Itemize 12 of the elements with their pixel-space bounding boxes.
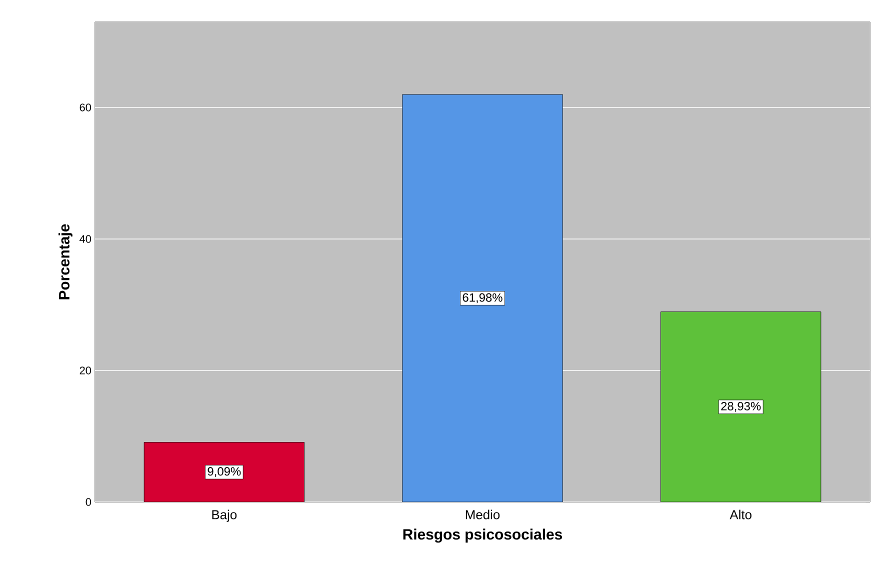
y-tick-label: 0 bbox=[86, 498, 92, 506]
y-tick-label: 40 bbox=[80, 235, 92, 243]
data-label: 61,98% bbox=[462, 293, 502, 304]
x-tick-label: Medio bbox=[466, 510, 500, 520]
data-label: 9,09% bbox=[208, 467, 241, 478]
x-tick-label: Alto bbox=[730, 510, 752, 520]
y-axis-title: Porcentaje bbox=[58, 224, 72, 300]
y-tick-label: 20 bbox=[80, 366, 92, 374]
data-label: 28,93% bbox=[721, 402, 761, 412]
y-tick-label: 60 bbox=[80, 104, 92, 112]
x-axis-title: Riesgos psicosociales bbox=[403, 528, 562, 543]
x-tick-label: Bajo bbox=[212, 510, 237, 522]
